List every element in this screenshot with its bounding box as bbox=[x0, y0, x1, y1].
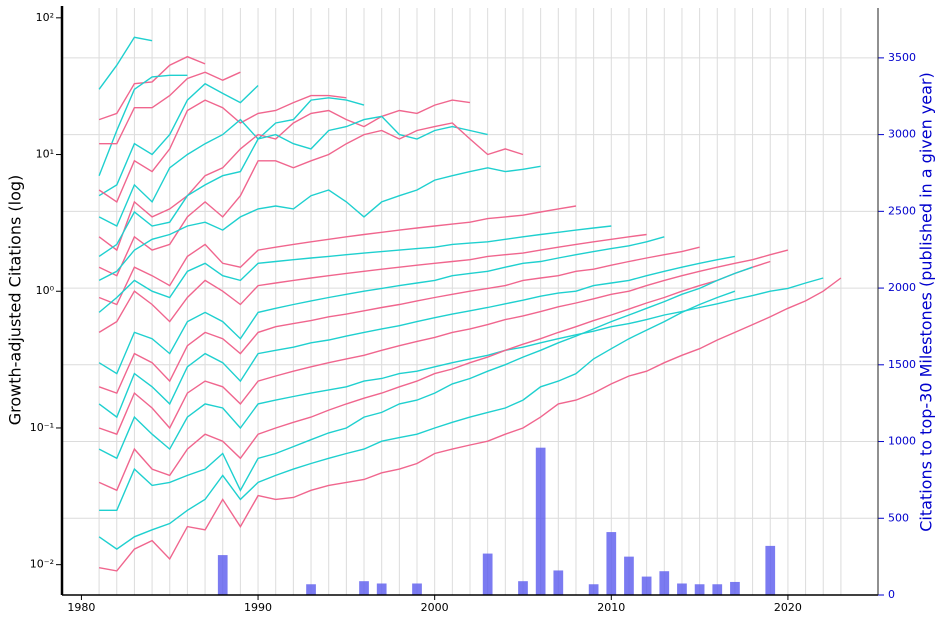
y2-tick-label: 2000 bbox=[888, 281, 916, 294]
series-line bbox=[98, 36, 153, 90]
x-tick-label: 2000 bbox=[421, 601, 449, 614]
y2-tick-label: 500 bbox=[888, 511, 909, 524]
bar bbox=[412, 583, 422, 595]
series-line bbox=[98, 249, 789, 436]
bar bbox=[641, 576, 652, 595]
y-tick-label: 10⁻¹ bbox=[30, 421, 54, 434]
series-line bbox=[98, 94, 347, 203]
y2-tick-label: 3500 bbox=[888, 51, 916, 64]
bar bbox=[217, 555, 228, 595]
bar bbox=[359, 581, 369, 595]
series-line bbox=[98, 82, 259, 197]
bar bbox=[535, 447, 546, 595]
bar bbox=[518, 581, 528, 595]
bar bbox=[694, 584, 705, 595]
x-tick-label: 2020 bbox=[774, 601, 802, 614]
series-line bbox=[98, 260, 771, 492]
series-line bbox=[98, 122, 524, 277]
series-line bbox=[98, 236, 665, 375]
bar bbox=[730, 581, 740, 595]
series-line bbox=[98, 165, 541, 282]
series-line bbox=[98, 115, 488, 257]
bar bbox=[712, 584, 723, 595]
series-line bbox=[98, 55, 206, 121]
y-tick-label: 10² bbox=[36, 11, 54, 24]
y2-tick-label: 0 bbox=[888, 588, 895, 601]
y-tick-label: 10⁰ bbox=[36, 284, 55, 297]
y-axis-title: Growth-adjusted Citations (log) bbox=[6, 175, 25, 426]
bar bbox=[677, 583, 687, 595]
series-line bbox=[99, 71, 241, 145]
y-tick-label: 10⁻² bbox=[30, 558, 54, 571]
x-tick-label: 2010 bbox=[597, 601, 625, 614]
y-tick-label: 10¹ bbox=[36, 148, 54, 161]
bar bbox=[553, 570, 564, 595]
series-line bbox=[98, 97, 365, 227]
bar bbox=[376, 583, 387, 595]
series-line bbox=[98, 246, 700, 394]
x-tick-label: 1990 bbox=[244, 601, 272, 614]
bar bbox=[306, 584, 316, 595]
series-line bbox=[98, 277, 824, 460]
bar bbox=[624, 556, 634, 595]
bar bbox=[765, 545, 776, 595]
series-line bbox=[98, 225, 612, 313]
series-line bbox=[98, 99, 471, 252]
series-line bbox=[99, 266, 753, 511]
bar bbox=[606, 532, 617, 595]
series-line bbox=[98, 233, 647, 333]
series-line bbox=[98, 290, 736, 550]
series-line bbox=[98, 205, 577, 306]
bar bbox=[588, 584, 599, 595]
series-line bbox=[98, 74, 188, 176]
bar bbox=[482, 553, 493, 595]
y2-tick-label: 3000 bbox=[888, 128, 916, 141]
y2-tick-label: 1500 bbox=[888, 358, 916, 371]
series-line bbox=[98, 277, 842, 572]
y2-tick-label: 1000 bbox=[888, 435, 916, 448]
series-line bbox=[98, 255, 736, 419]
y2-tick-label: 2500 bbox=[888, 204, 916, 217]
bar bbox=[659, 571, 670, 595]
y2-axis-title: Citations to top-30 Milestones (publishe… bbox=[917, 72, 936, 531]
x-tick-label: 1980 bbox=[67, 601, 95, 614]
